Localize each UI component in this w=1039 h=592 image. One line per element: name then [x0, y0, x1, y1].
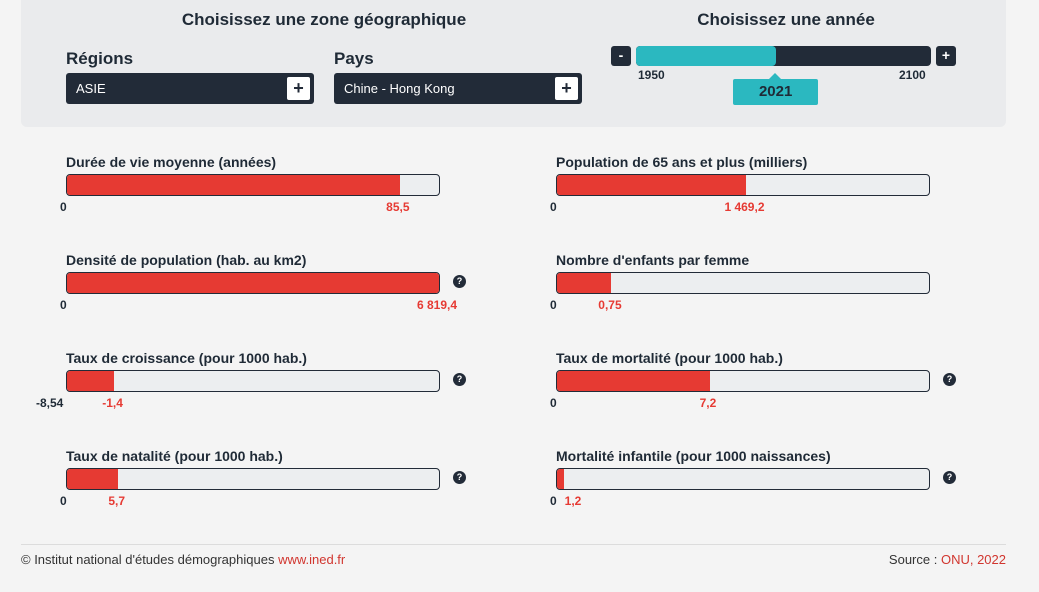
source-link[interactable]: ONU, 2022: [940, 552, 1006, 567]
metric-value: 0,75: [598, 298, 622, 312]
regions-select[interactable]: ASIE +: [66, 73, 314, 104]
metric-enfants-par-femme: Nombre d'enfants par femme 0 0,75: [550, 252, 996, 332]
help-icon[interactable]: ?: [453, 373, 466, 386]
help-icon[interactable]: ?: [453, 275, 466, 288]
footer-source-text: Source :: [888, 552, 941, 567]
metric-duree-vie: Durée de vie moyenne (années) 0 85,5: [60, 154, 506, 234]
footer-divider: [21, 544, 1006, 545]
pays-select[interactable]: Chine - Hong Kong +: [334, 73, 582, 104]
metric-value: 5,7: [108, 494, 125, 508]
metric-bar-fill: [67, 175, 400, 195]
metric-min: -8,54: [36, 396, 64, 410]
year-slider-fill[interactable]: [636, 46, 776, 66]
year-title: Choisissez une année: [697, 10, 875, 29]
pays-value: Chine - Hong Kong: [344, 81, 455, 96]
metric-min: 0: [550, 298, 557, 312]
metric-bar-fill: [557, 371, 710, 391]
metric-bar-fill: [557, 273, 611, 293]
metric-value: 7,2: [699, 396, 717, 410]
metric-label: Mortalité infantile (pour 1000 naissance…: [556, 448, 831, 464]
metric-bar: [66, 174, 440, 196]
metric-bar: [556, 174, 930, 196]
metric-label: Densité de population (hab. au km2): [66, 252, 307, 268]
metric-value: -1,4: [102, 396, 123, 410]
metric-natalite: Taux de natalité (pour 1000 hab.) 0 5,7 …: [60, 448, 506, 528]
footer-credit-text: © Institut national d'études démographiq…: [21, 552, 279, 567]
metric-min: 0: [550, 200, 557, 214]
metric-mortalite: Taux de mortalité (pour 1000 hab.) 0 7,2…: [550, 350, 996, 430]
metric-bar-fill: [557, 175, 746, 195]
metric-min: 0: [550, 396, 557, 410]
pays-label: Pays: [334, 49, 374, 68]
metric-bar: [66, 272, 440, 294]
metric-min: 0: [550, 494, 557, 508]
metric-population-65: Population de 65 ans et plus (milliers) …: [550, 154, 996, 234]
year-max-label: 2100: [899, 68, 926, 82]
zone-title: Choisissez une zone géographique: [181, 10, 467, 29]
metric-value: 6 819,4: [417, 298, 458, 312]
metric-bar: [66, 370, 440, 392]
year-slider-track[interactable]: [636, 46, 931, 66]
regions-plus-icon[interactable]: +: [287, 77, 310, 100]
metric-label: Durée de vie moyenne (années): [66, 154, 277, 170]
help-icon[interactable]: ?: [943, 373, 956, 386]
metric-mortalite-infantile: Mortalité infantile (pour 1000 naissance…: [550, 448, 996, 528]
metric-bar: [66, 468, 440, 490]
footer-source: Source : ONU, 2022: [889, 552, 1006, 567]
metric-bar-fill: [67, 273, 439, 293]
metric-bar: [556, 468, 930, 490]
metric-bar: [556, 370, 930, 392]
year-minus-button[interactable]: -: [611, 46, 631, 66]
metric-min: 0: [60, 298, 67, 312]
year-min-label: 1950: [638, 68, 665, 82]
metric-bar-fill: [67, 371, 114, 391]
metric-value: 1,2: [564, 494, 582, 508]
help-icon[interactable]: ?: [453, 471, 466, 484]
pays-plus-icon[interactable]: +: [555, 77, 578, 100]
ined-link[interactable]: www.ined.fr: [278, 552, 346, 567]
metric-value: 85,5: [386, 200, 410, 214]
footer-credit: © Institut national d'études démographiq…: [21, 552, 345, 567]
metric-label: Taux de mortalité (pour 1000 hab.): [556, 350, 783, 366]
regions-label: Régions: [66, 49, 134, 68]
metric-label: Nombre d'enfants par femme: [556, 252, 750, 268]
year-plus-button[interactable]: +: [936, 46, 956, 66]
year-current-badge: 2021: [733, 73, 819, 105]
metric-value: 1 469,2: [724, 200, 765, 214]
metric-bar-fill: [557, 469, 564, 489]
metric-label: Taux de croissance (pour 1000 hab.): [66, 350, 307, 366]
metric-bar: [556, 272, 930, 294]
help-icon[interactable]: ?: [943, 471, 956, 484]
metric-min: 0: [60, 494, 67, 508]
metric-label: Population de 65 ans et plus (milliers): [556, 154, 808, 170]
metric-croissance: Taux de croissance (pour 1000 hab.) -8,5…: [36, 350, 506, 430]
regions-value: ASIE: [76, 81, 106, 96]
metric-densite: Densité de population (hab. au km2) 0 6 …: [60, 252, 506, 332]
metric-bar-fill: [67, 469, 118, 489]
metric-label: Taux de natalité (pour 1000 hab.): [66, 448, 283, 464]
metric-min: 0: [60, 200, 67, 214]
